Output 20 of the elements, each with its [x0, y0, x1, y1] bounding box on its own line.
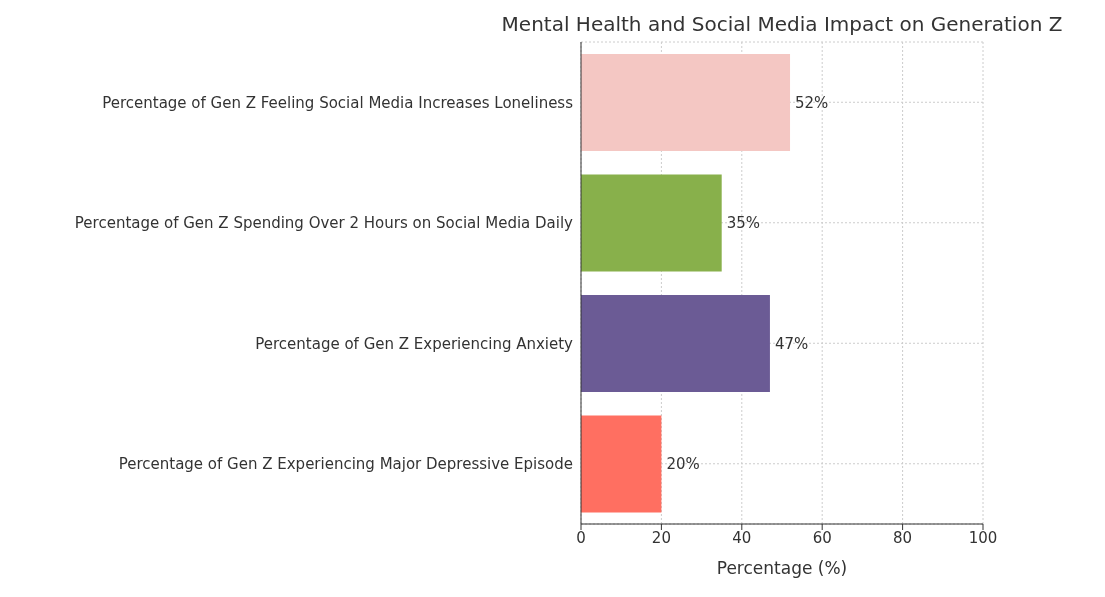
data-label: 47% — [774, 334, 809, 353]
x-axis-title: Percentage (%) — [716, 558, 848, 578]
y-tick-label: Percentage of Gen Z Experiencing Anxiety — [255, 334, 574, 353]
y-tick-label: Percentage of Gen Z Feeling Social Media Increases Loneliness — [102, 93, 574, 112]
x-tick-label: 80 — [893, 528, 913, 547]
y-tick-label: Percentage of Gen Z Spending Over 2 Hours on Social Media Daily — [74, 214, 574, 233]
bar — [581, 54, 791, 151]
data-label: 35% — [726, 214, 761, 233]
data-label: 20% — [666, 455, 700, 474]
y-tick-label: Percentage of Gen Z Experiencing Major Depressive Episode — [118, 455, 573, 474]
x-tick-label: 20 — [651, 528, 671, 547]
x-tick-label: 100 — [968, 528, 998, 547]
data-label: 52% — [795, 93, 829, 112]
bar — [581, 295, 770, 392]
x-tick-label: 40 — [732, 528, 752, 547]
x-tick-label: 60 — [812, 528, 832, 547]
chart-title: Mental Health and Social Media Impact on Generation Z — [500, 12, 1064, 36]
bar — [581, 174, 722, 272]
x-tick-label: 0 — [576, 528, 586, 547]
bar — [581, 415, 662, 513]
